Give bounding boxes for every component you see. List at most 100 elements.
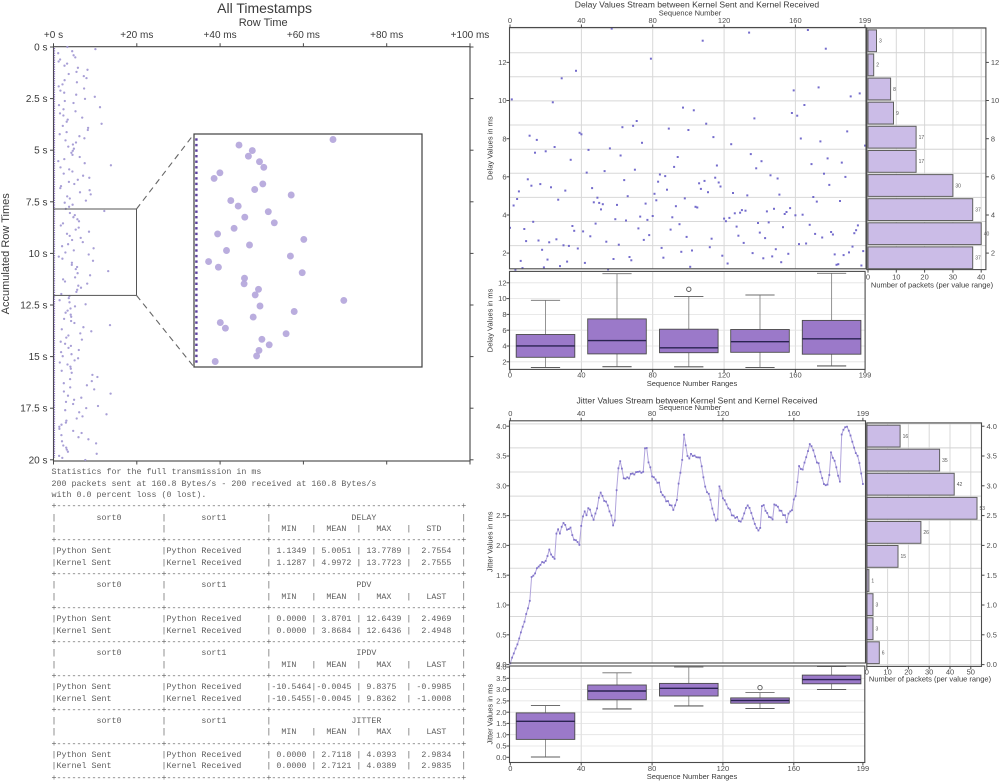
svg-text:4: 4 xyxy=(991,211,995,220)
svg-text:Jitter Values in ms: Jitter Values in ms xyxy=(486,511,495,572)
svg-text:Delay Values in ms: Delay Values in ms xyxy=(486,288,495,352)
svg-text:17: 17 xyxy=(919,135,925,141)
svg-text:199: 199 xyxy=(857,764,870,773)
svg-text:6: 6 xyxy=(882,651,885,657)
svg-text:3: 3 xyxy=(876,626,879,632)
svg-text:20 s: 20 s xyxy=(29,455,48,466)
svg-text:35: 35 xyxy=(942,458,948,464)
svg-text:2.5: 2.5 xyxy=(987,511,997,520)
svg-text:160: 160 xyxy=(789,371,802,380)
svg-text:12.5 s: 12.5 s xyxy=(20,301,47,312)
svg-text:12: 12 xyxy=(991,58,999,67)
svg-text:Number of packets (per value r: Number of packets (per value range) xyxy=(869,675,992,684)
svg-text:0: 0 xyxy=(508,409,512,418)
svg-text:Sequence Number: Sequence Number xyxy=(659,403,722,412)
svg-text:0 s: 0 s xyxy=(34,43,47,54)
svg-text:6: 6 xyxy=(502,326,506,335)
svg-text:80: 80 xyxy=(649,16,657,25)
svg-text:10: 10 xyxy=(498,96,506,105)
svg-text:40: 40 xyxy=(577,371,585,380)
svg-text:Row Time: Row Time xyxy=(239,17,288,29)
svg-text:0: 0 xyxy=(508,16,512,25)
svg-text:+100 ms: +100 ms xyxy=(451,30,490,41)
svg-text:Jitter Values in ms: Jitter Values in ms xyxy=(486,684,495,745)
svg-text:2.0: 2.0 xyxy=(987,541,997,550)
svg-text:4: 4 xyxy=(502,211,506,220)
svg-text:30: 30 xyxy=(925,667,933,676)
svg-text:15 s: 15 s xyxy=(29,352,48,363)
svg-text:0: 0 xyxy=(508,764,512,773)
svg-text:4: 4 xyxy=(502,342,506,351)
svg-text:Delay Values in ms: Delay Values in ms xyxy=(486,116,495,180)
svg-text:3.0: 3.0 xyxy=(496,481,506,490)
svg-text:1.5: 1.5 xyxy=(496,571,506,580)
svg-text:1.0: 1.0 xyxy=(496,730,506,739)
svg-text:Jitter Values Stream between K: Jitter Values Stream between Kernel Sent… xyxy=(576,396,817,406)
svg-text:42: 42 xyxy=(957,482,963,488)
svg-text:4.0: 4.0 xyxy=(987,422,997,431)
svg-text:199: 199 xyxy=(859,371,872,380)
svg-text:6: 6 xyxy=(502,172,506,181)
svg-text:15: 15 xyxy=(901,554,907,560)
svg-text:0: 0 xyxy=(865,667,869,676)
svg-text:All Timestamps: All Timestamps xyxy=(217,0,312,16)
svg-text:+80 ms: +80 ms xyxy=(370,30,403,41)
svg-text:10: 10 xyxy=(991,96,999,105)
svg-text:3.0: 3.0 xyxy=(987,481,997,490)
svg-text:7.5 s: 7.5 s xyxy=(26,197,48,208)
svg-text:0.5: 0.5 xyxy=(496,742,506,751)
svg-text:40: 40 xyxy=(984,232,990,238)
svg-text:30: 30 xyxy=(949,273,957,282)
svg-text:1.5: 1.5 xyxy=(987,571,997,580)
svg-text:37: 37 xyxy=(975,256,981,262)
svg-text:1: 1 xyxy=(871,578,874,584)
svg-text:0.0: 0.0 xyxy=(987,660,997,669)
svg-text:+20 ms: +20 ms xyxy=(120,30,153,41)
svg-text:199: 199 xyxy=(859,16,872,25)
svg-text:2.0: 2.0 xyxy=(496,708,506,717)
svg-text:+60 ms: +60 ms xyxy=(287,30,320,41)
svg-text:120: 120 xyxy=(718,371,731,380)
svg-text:17.5 s: 17.5 s xyxy=(20,404,47,415)
svg-text:Sequence Number Ranges: Sequence Number Ranges xyxy=(647,772,738,781)
svg-text:80: 80 xyxy=(649,371,657,380)
svg-text:40: 40 xyxy=(577,409,585,418)
svg-text:37: 37 xyxy=(975,207,981,213)
svg-text:2.5: 2.5 xyxy=(496,511,506,520)
svg-text:0: 0 xyxy=(508,371,512,380)
svg-text:30: 30 xyxy=(955,183,961,189)
svg-text:0.0: 0.0 xyxy=(496,660,506,669)
svg-text:10: 10 xyxy=(883,667,891,676)
svg-text:3: 3 xyxy=(876,602,879,608)
svg-text:Accumulated Row Times: Accumulated Row Times xyxy=(0,193,12,315)
svg-text:0: 0 xyxy=(866,273,870,282)
svg-text:26: 26 xyxy=(923,530,929,536)
svg-text:53: 53 xyxy=(980,506,986,512)
svg-text:0.5: 0.5 xyxy=(987,630,997,639)
svg-text:199: 199 xyxy=(857,409,870,418)
svg-text:20: 20 xyxy=(920,273,928,282)
svg-text:4.0: 4.0 xyxy=(496,422,506,431)
svg-text:8: 8 xyxy=(893,87,896,93)
svg-text:8: 8 xyxy=(502,134,506,143)
svg-text:8: 8 xyxy=(502,310,506,319)
svg-text:50: 50 xyxy=(967,667,975,676)
svg-text:Delay Values Stream between Ke: Delay Values Stream between Kernel Sent … xyxy=(575,0,820,10)
svg-text:3.5: 3.5 xyxy=(496,674,506,683)
svg-text:3.5: 3.5 xyxy=(987,452,997,461)
svg-text:10 s: 10 s xyxy=(29,249,48,260)
svg-text:2: 2 xyxy=(502,249,506,258)
svg-text:3: 3 xyxy=(879,39,882,45)
svg-text:10: 10 xyxy=(892,273,900,282)
svg-text:0.5: 0.5 xyxy=(496,630,506,639)
svg-text:2: 2 xyxy=(502,357,506,366)
svg-text:2.5: 2.5 xyxy=(496,697,506,706)
svg-text:Sequence Number Ranges: Sequence Number Ranges xyxy=(647,379,738,388)
svg-text:40: 40 xyxy=(577,16,585,25)
svg-text:12: 12 xyxy=(498,278,506,287)
svg-text:8: 8 xyxy=(991,134,995,143)
svg-text:80: 80 xyxy=(648,409,656,418)
svg-text:120: 120 xyxy=(717,409,730,418)
svg-text:160: 160 xyxy=(788,409,801,418)
svg-text:20: 20 xyxy=(904,667,912,676)
